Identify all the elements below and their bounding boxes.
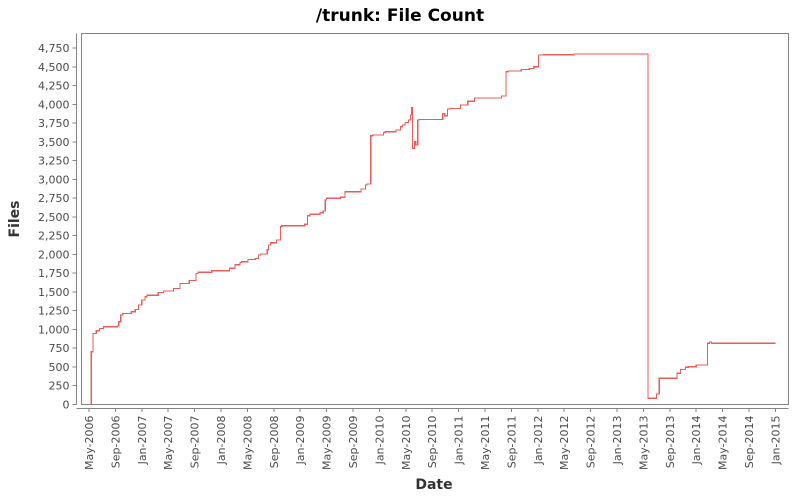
plot-area: 0 250 500 750 1,000 1,250 1,500 1,750 2,000 2,250… — [38, 33, 789, 471]
y-tick-label: 2,500 — [38, 211, 70, 224]
x-axis-title: Date — [415, 477, 452, 493]
y-tick-label: 4,250 — [38, 80, 70, 93]
y-tick-label: 4,750 — [38, 42, 70, 55]
y-tick-label: 3,500 — [38, 136, 70, 149]
y-tick-label: 2,250 — [38, 230, 70, 243]
x-tick-label: Jan-2011 — [453, 416, 466, 466]
x-tick-label: Sep-2013 — [664, 416, 677, 469]
x-tick-label: May-2009 — [321, 416, 334, 471]
y-tick-label: 1,750 — [38, 267, 70, 280]
chart-title: /trunk: File Count — [316, 6, 484, 26]
x-tick-label: Jan-2007 — [136, 416, 149, 466]
x-tick-label: Sep-2011 — [505, 416, 518, 469]
y-tick-label: 4,500 — [38, 61, 70, 74]
y-tick-label: 0 — [63, 398, 70, 411]
x-tick-label: May-2007 — [162, 416, 175, 471]
y-tick-label: 250 — [49, 380, 70, 393]
x-tick-label: Jan-2013 — [611, 416, 624, 466]
x-tick-label: Sep-2010 — [426, 416, 439, 469]
y-tick-label: 3,750 — [38, 117, 70, 130]
x-tick-label: Jan-2015 — [769, 416, 782, 466]
y-axis-title: Files — [7, 201, 23, 238]
plot-border — [81, 33, 789, 405]
x-tick-label: Jan-2008 — [215, 416, 228, 466]
y-tick-label: 3,000 — [38, 173, 70, 186]
x-tick-label: May-2011 — [479, 416, 492, 471]
y-tick-label: 750 — [49, 342, 70, 355]
x-tick-label: Jan-2014 — [690, 416, 703, 466]
y-tick-label: 4,000 — [38, 98, 70, 111]
y-tick-label: 1,000 — [38, 323, 70, 336]
y-tick-label: 1,500 — [38, 286, 70, 299]
x-tick-label: May-2008 — [241, 416, 254, 471]
x-tick-label: May-2010 — [400, 416, 413, 471]
x-tick-label: Sep-2007 — [189, 416, 202, 469]
x-tick-label: Jan-2012 — [532, 416, 545, 466]
series-line — [90, 53, 776, 405]
x-tick-label: May-2012 — [558, 416, 571, 471]
y-tick-label: 1,250 — [38, 305, 70, 318]
x-tick-label: Sep-2012 — [585, 416, 598, 469]
y-tick-label: 500 — [49, 361, 70, 374]
x-tick-label: Sep-2006 — [109, 416, 122, 469]
x-tick-label: May-2006 — [83, 416, 96, 471]
x-tick-label: May-2013 — [637, 416, 650, 471]
x-tick-label: Jan-2009 — [294, 416, 307, 466]
y-tick-label: 2,000 — [38, 248, 70, 261]
x-tick-label: Sep-2014 — [743, 416, 756, 469]
x-tick-label: Sep-2008 — [268, 416, 281, 469]
x-tick-label: Jan-2010 — [373, 416, 386, 466]
x-tick-label: Sep-2009 — [347, 416, 360, 469]
x-tick-label: May-2014 — [717, 416, 730, 471]
y-tick-label: 2,750 — [38, 192, 70, 205]
y-tick-label: 3,250 — [38, 155, 70, 168]
